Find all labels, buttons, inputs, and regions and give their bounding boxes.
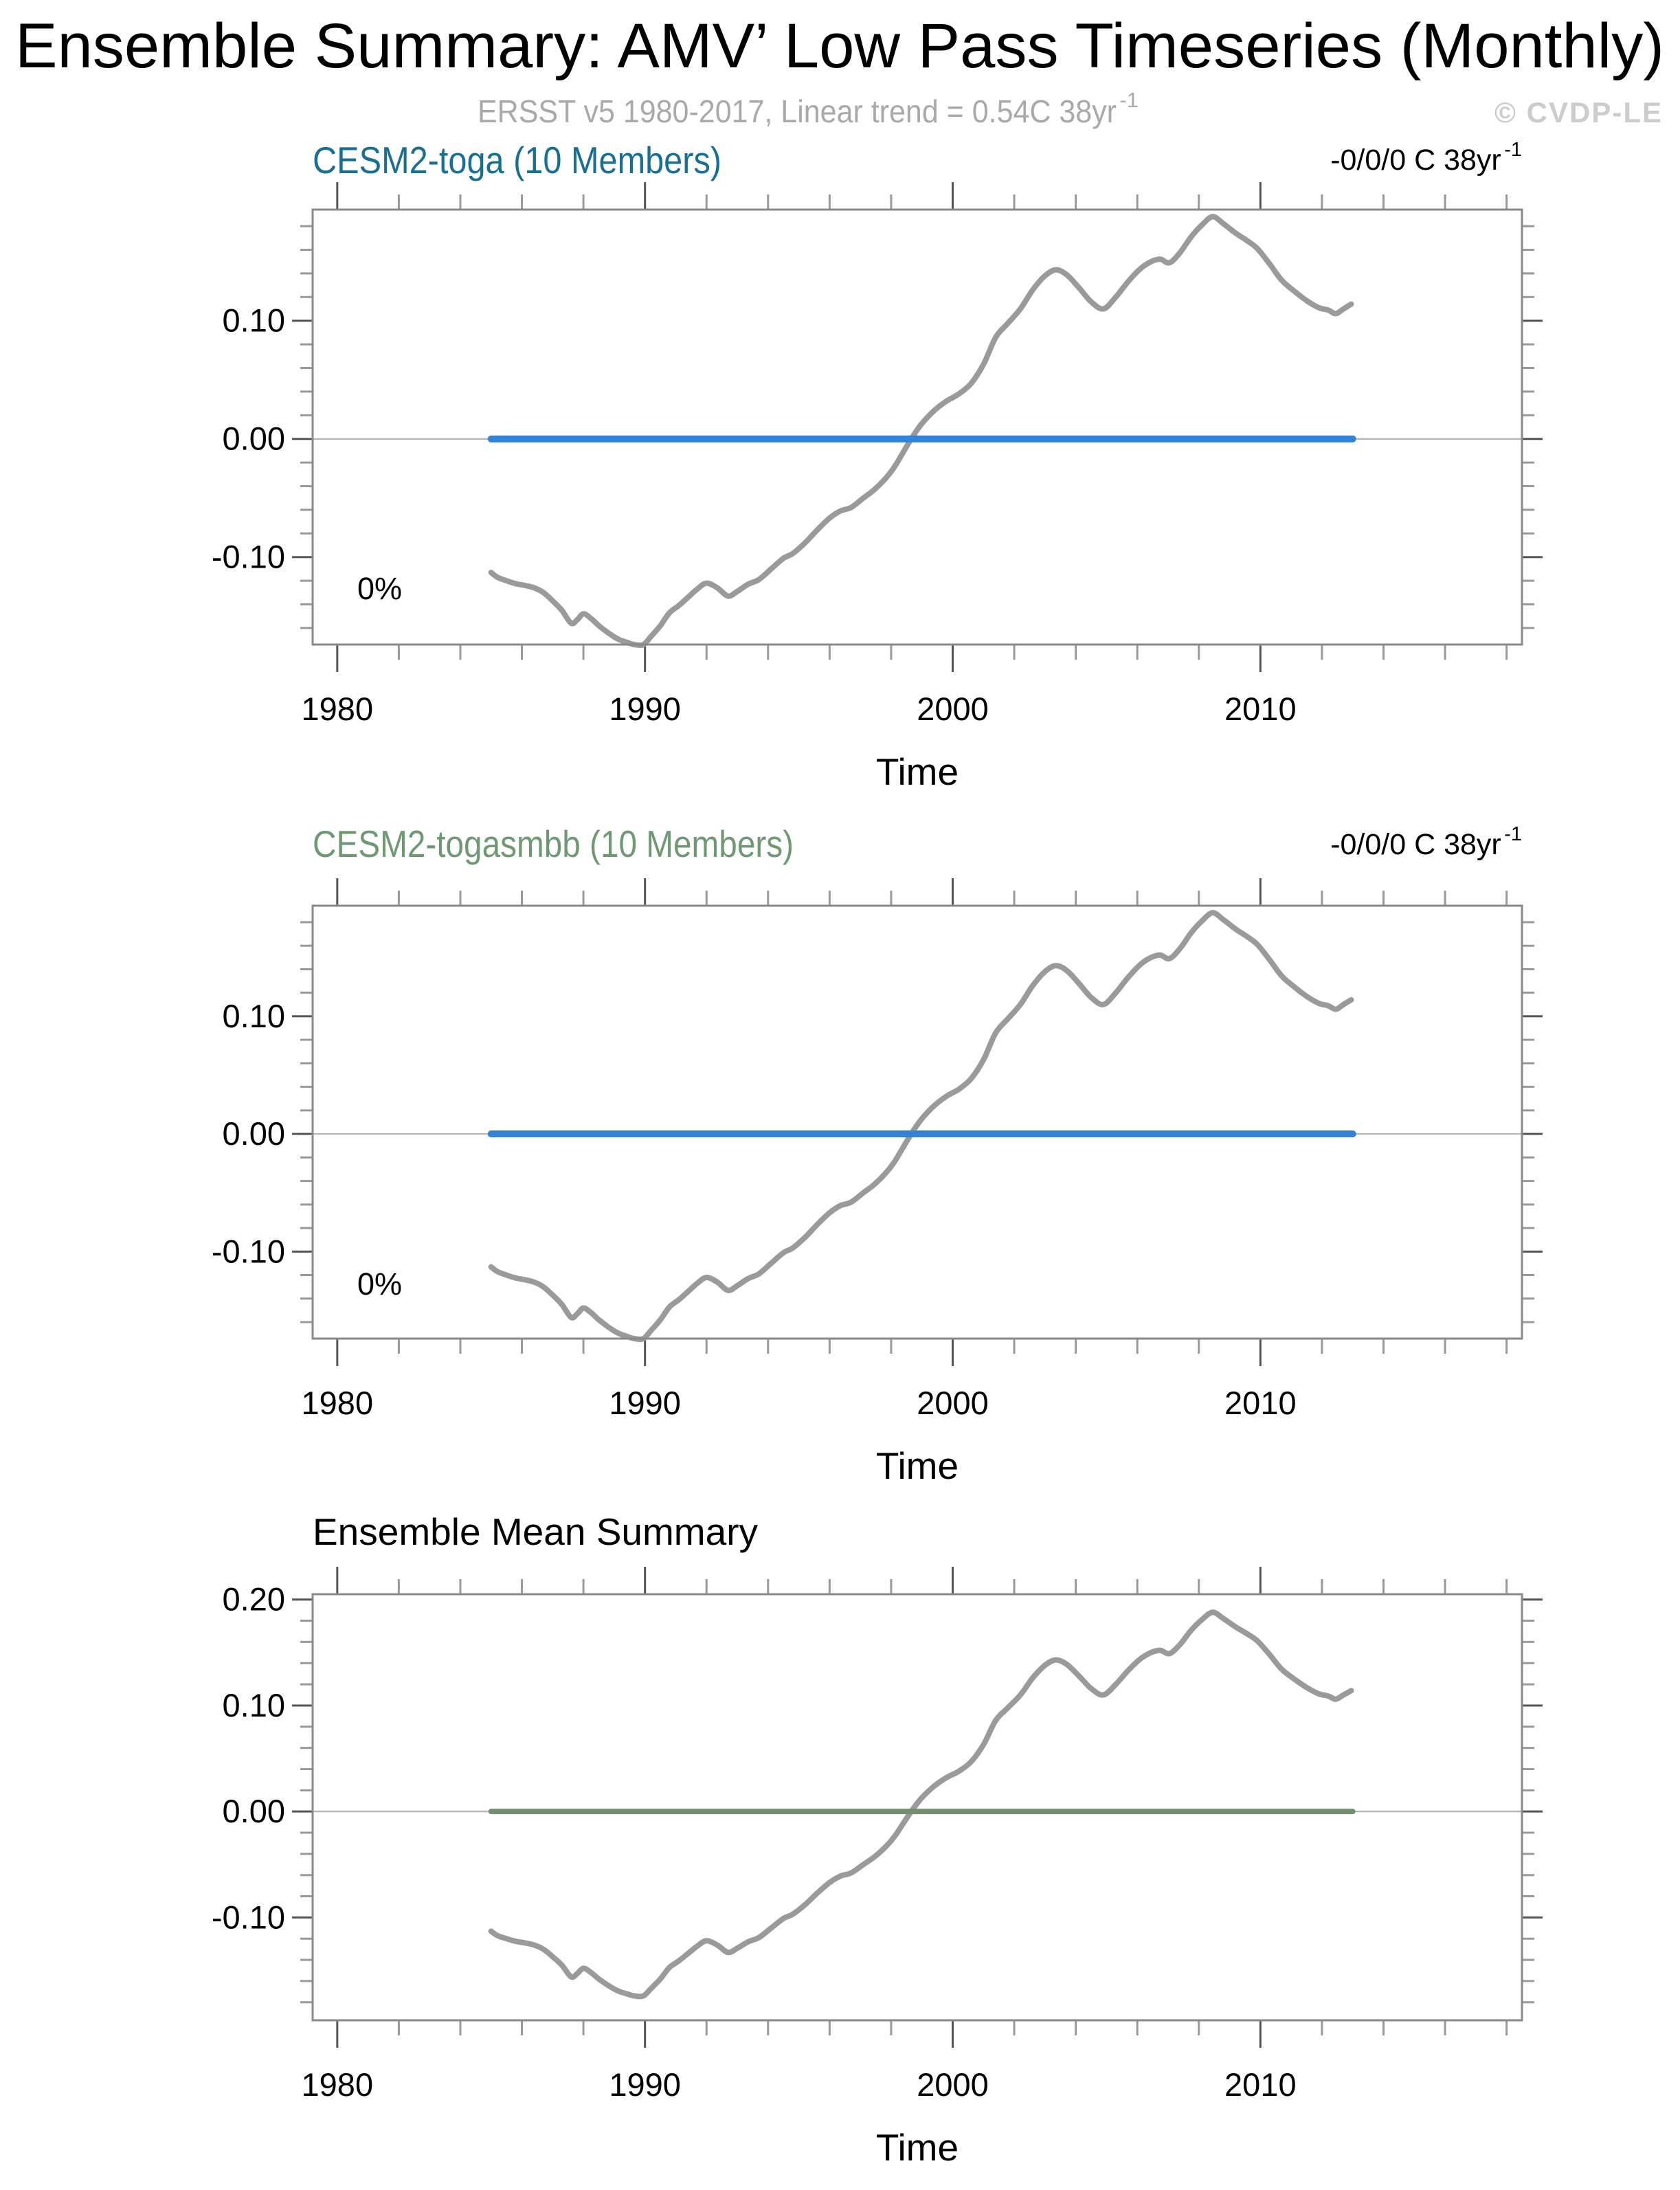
trend-superscript: -1 [1504, 823, 1522, 845]
x-tick-label: 2000 [917, 2066, 989, 2103]
panel-trend-label-cesm2-togasmbb: -0/0/0 C 38yr -1 [1330, 823, 1522, 861]
panel-cesm2-toga: 1980 1990 2000 2010 0.10 0.00 -0.10 [212, 182, 1543, 727]
plot-box [311, 904, 1523, 1340]
x-tick-label: 1980 [302, 1385, 374, 1421]
page-title: Ensemble Summary: AMV’ Low Pass Timeseri… [15, 11, 1664, 81]
x-tick-label: 2000 [917, 691, 989, 727]
plot-box [311, 208, 1523, 646]
y-tick-label: 0.10 [223, 302, 285, 339]
member-percent-label: 0% [357, 1266, 402, 1301]
panel-title-cesm2-toga: CESM2-toga (10 Members) [313, 139, 721, 181]
x-tick-label: 1980 [302, 2066, 374, 2103]
axis-ticks [292, 878, 1543, 1366]
panel-title-cesm2-togasmbb: CESM2-togasmbb (10 Members) [313, 823, 794, 865]
observed-amv-curve [488, 910, 1354, 1343]
y-tick-label: -0.10 [212, 1899, 285, 1935]
x-tick-label: 2010 [1224, 1385, 1297, 1421]
y-tick-label: -0.10 [212, 1233, 285, 1269]
y-tick-label: 0.00 [223, 421, 285, 457]
observed-amv-curve [488, 1609, 1354, 2000]
subtitle-text: ERSST v5 1980-2017, Linear trend = 0.54C… [478, 93, 1117, 129]
x-tick-label: 2000 [917, 1385, 989, 1421]
x-tick-label: 1990 [609, 2066, 681, 2103]
x-tick-label: 1990 [609, 691, 681, 727]
axis-ticks [292, 182, 1543, 672]
x-axis-title-time: Time [876, 1444, 959, 1487]
x-tick-label: 2010 [1224, 2066, 1297, 2103]
axis-ticks [292, 1567, 1543, 2048]
observed-amv-curve [488, 214, 1354, 649]
panel-title-ensemble-mean-summary: Ensemble Mean Summary [313, 1510, 759, 1553]
trend-value: -0/0/0 C 38yr [1330, 828, 1501, 861]
trend-superscript: -1 [1504, 139, 1522, 161]
plot-box [311, 1593, 1523, 2022]
y-tick-label: 0.00 [223, 1793, 285, 1829]
y-tick-label: 0.00 [223, 1115, 285, 1152]
x-axis-title-time: Time [876, 2126, 959, 2169]
trend-value: -0/0/0 C 38yr [1330, 144, 1501, 177]
x-tick-label: 1990 [609, 1385, 681, 1421]
y-tick-label: 0.20 [223, 1581, 285, 1618]
y-tick-label: 0.10 [223, 1687, 285, 1723]
panel-ensemble-mean-summary: 1980 1990 2000 2010 0.20 0.10 0.00 -0.10 [212, 1567, 1543, 2103]
figure-subtitle: ERSST v5 1980-2017, Linear trend = 0.54C… [478, 88, 1139, 129]
x-tick-label: 1980 [302, 691, 374, 727]
cvdp-watermark: © CVDP-LE [1494, 96, 1663, 129]
x-axis-title-time: Time [876, 750, 959, 793]
panel-trend-label-cesm2-toga: -0/0/0 C 38yr -1 [1330, 139, 1522, 177]
panel-cesm2-togasmbb: 1980 1990 2000 2010 0.10 0.00 -0.10 [212, 878, 1543, 1421]
member-percent-label: 0% [357, 571, 402, 606]
y-tick-label: -0.10 [212, 539, 285, 575]
x-tick-label: 2010 [1224, 691, 1297, 727]
y-tick-label: 0.10 [223, 998, 285, 1034]
subtitle-superscript: -1 [1119, 88, 1139, 112]
